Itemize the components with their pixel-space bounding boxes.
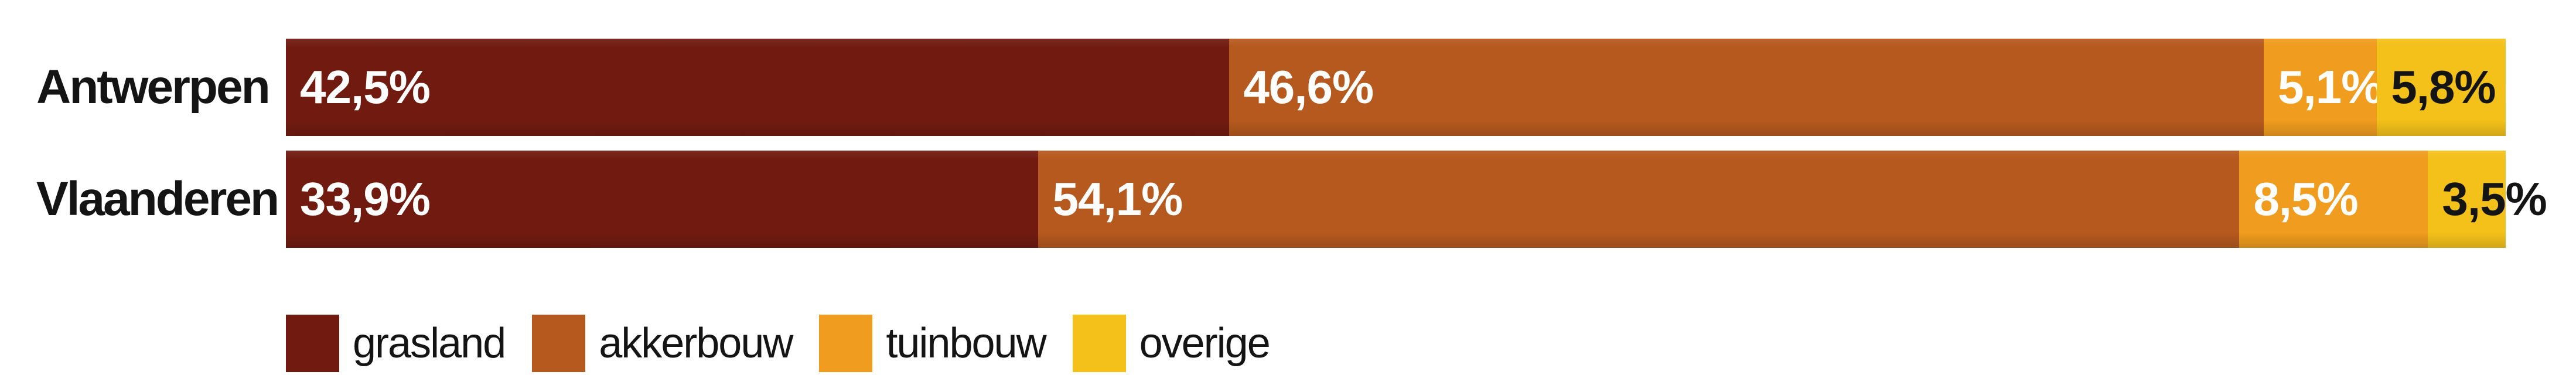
legend-label-overige: overige — [1139, 320, 1271, 367]
bar-antwerpen: 42,5% 46,6% 5,1% 5,8% — [286, 39, 2506, 136]
bar-vlaanderen: 33,9% 54,1% 8,5% 3,5% — [286, 151, 2547, 248]
legend-swatch-akkerbouw-icon — [532, 315, 586, 372]
legend-swatch-grasland-icon — [286, 315, 339, 372]
segment-value-label: 8,5% — [2253, 173, 2358, 225]
segment-value-label: 5,1% — [2277, 61, 2383, 113]
segment-antwerpen-akkerbouw: 46,6% — [1229, 39, 2264, 136]
legend-label-tuinbouw: tuinbouw — [886, 320, 1046, 367]
segment-value-label: 42,5% — [300, 61, 431, 113]
segment-value-label: 33,9% — [300, 173, 431, 225]
segment-value-label: 46,6% — [1243, 61, 1374, 113]
legend-item-tuinbouw: tuinbouw — [819, 315, 1047, 372]
legend-swatch-overige-icon — [1072, 315, 1126, 372]
row-label-antwerpen: Antwerpen — [36, 60, 271, 114]
segment-vlaanderen-overige: 3,5% — [2428, 151, 2547, 248]
segment-vlaanderen-grasland: 33,9% — [286, 151, 1039, 248]
chart-row-antwerpen: Antwerpen 42,5% 46,6% 5,1% 5,8% — [0, 39, 2576, 136]
legend-item-akkerbouw: akkerbouw — [532, 315, 793, 372]
legend-item-overige: overige — [1072, 315, 1271, 372]
segment-value-label: 3,5% — [2442, 173, 2547, 225]
segment-antwerpen-overige: 5,8% — [2377, 39, 2506, 136]
legend-label-akkerbouw: akkerbouw — [599, 320, 793, 367]
chart-row-vlaanderen: Vlaanderen 33,9% 54,1% 8,5% 3,5% — [0, 151, 2576, 248]
legend: grasland akkerbouw tuinbouw overige — [286, 315, 1271, 372]
segment-vlaanderen-akkerbouw: 54,1% — [1038, 151, 2240, 248]
legend-item-grasland: grasland — [286, 315, 506, 372]
segment-vlaanderen-tuinbouw: 8,5% — [2239, 151, 2428, 248]
segment-value-label: 5,8% — [2391, 61, 2496, 113]
segment-antwerpen-tuinbouw: 5,1% — [2263, 39, 2383, 136]
segment-antwerpen-grasland: 42,5% — [286, 39, 1230, 136]
legend-label-grasland: grasland — [353, 320, 506, 367]
legend-swatch-tuinbouw-icon — [819, 315, 873, 372]
row-label-vlaanderen: Vlaanderen — [36, 172, 279, 226]
segment-value-label: 54,1% — [1052, 173, 1183, 225]
